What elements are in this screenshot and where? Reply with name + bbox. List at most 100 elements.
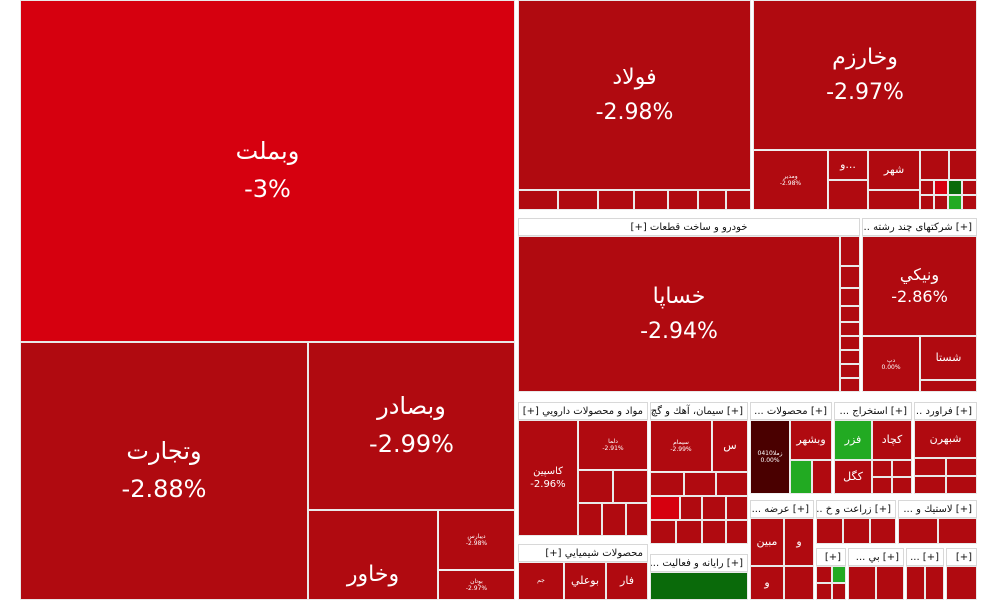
- fin-small-cell[interactable]: [828, 180, 868, 210]
- tile-kchad[interactable]: كچاد: [872, 420, 912, 460]
- tile-vo2[interactable]: و: [784, 518, 814, 566]
- group-header-zeraat[interactable]: [+] زراعت و خ ...: [816, 500, 896, 518]
- auto-small-cell[interactable]: [840, 266, 860, 288]
- pharma-small-cell[interactable]: [626, 503, 648, 536]
- cement-small-cell[interactable]: [716, 472, 748, 496]
- mining-small-cell[interactable]: [892, 460, 912, 477]
- auto-small-cell[interactable]: [840, 236, 860, 266]
- fin-small-cell[interactable]: [962, 195, 977, 210]
- cement-small-cell[interactable]: [680, 496, 702, 520]
- mining-small-cell[interactable]: [872, 477, 892, 494]
- group-header-khodro[interactable]: خودرو و ساخت قطعات [+]: [518, 218, 860, 236]
- cement-small-cell[interactable]: [676, 520, 702, 544]
- tile-vamadir[interactable]: ومدير -2.98%: [753, 150, 828, 210]
- tile-khsapa[interactable]: خساپا -2.94%: [518, 236, 840, 392]
- group-header-faravard[interactable]: [+] فراورد ...: [914, 402, 977, 420]
- computer-tile[interactable]: [650, 572, 748, 600]
- tile-kaspian[interactable]: كاسپين -2.96%: [518, 420, 578, 536]
- tile-boali[interactable]: بوعلي: [564, 562, 606, 600]
- cement-small-cell[interactable]: [726, 520, 748, 544]
- tile-vkhavar[interactable]: وخاور: [308, 510, 438, 600]
- group-header-estekhraj[interactable]: [+] استخراج ...: [834, 402, 912, 420]
- fin-small-cell[interactable]: [949, 150, 977, 180]
- pharma-small-cell[interactable]: [613, 470, 648, 503]
- fin-small-cell[interactable]: [920, 195, 934, 210]
- group-s1-cell[interactable]: [816, 566, 832, 583]
- group-header-shimiaei[interactable]: محصولات شيميايي [+]: [518, 544, 648, 562]
- tile-kgol[interactable]: كگل: [834, 460, 872, 494]
- group-header-rayaneh[interactable]: [+] رايانه و فعاليت ...: [650, 554, 748, 572]
- group-header-siman[interactable]: [+] سيمان، آهك و گچ ...: [650, 402, 748, 420]
- tile-simam[interactable]: سيمام -2.99%: [650, 420, 712, 472]
- group-s3-cell[interactable]: [906, 566, 925, 600]
- tile-mobin[interactable]: مبين: [750, 518, 784, 566]
- fin-small-cell[interactable]: [934, 195, 948, 210]
- metal-small-cell[interactable]: [726, 190, 751, 210]
- group-s1-cell[interactable]: [816, 583, 832, 600]
- mining-small-cell[interactable]: [872, 460, 892, 477]
- cement-small-cell[interactable]: [702, 520, 726, 544]
- pharma-small-cell[interactable]: [602, 503, 626, 536]
- tile-dibar[interactable]: دپ 0.00%: [862, 336, 920, 392]
- metal-small-cell[interactable]: [598, 190, 634, 210]
- refine-small-cell[interactable]: [914, 458, 946, 476]
- multi-small-cell[interactable]: [920, 380, 977, 392]
- agri-small-cell[interactable]: [843, 518, 870, 544]
- cement-small-cell[interactable]: [684, 472, 716, 496]
- group-header-s2[interactable]: [+] بي ...: [848, 548, 904, 566]
- tire-small-cell[interactable]: [938, 518, 977, 544]
- tile-shabandar[interactable]: شبهرن: [914, 420, 977, 458]
- group-s3-cell[interactable]: [925, 566, 944, 600]
- agri-small-cell[interactable]: [816, 518, 843, 544]
- metal-small-cell[interactable]: [634, 190, 668, 210]
- group-header-s1[interactable]: [+]: [816, 548, 846, 566]
- pharma-small-cell[interactable]: [578, 503, 602, 536]
- group-header-mahsulat[interactable]: [+] محصولات ...: [750, 402, 832, 420]
- tile-shahr[interactable]: شهر: [868, 150, 920, 190]
- group-s2-cell[interactable]: [848, 566, 876, 600]
- auto-small-cell[interactable]: [840, 306, 860, 322]
- pharma-small-cell[interactable]: [578, 470, 613, 503]
- tile-vo3[interactable]: و: [750, 566, 784, 600]
- tile-butan[interactable]: بوتان -2.97%: [438, 570, 515, 600]
- group-s1-cell[interactable]: [832, 583, 846, 600]
- fin-small-cell[interactable]: [948, 195, 962, 210]
- cement-small-cell[interactable]: [702, 496, 726, 520]
- refine-small-cell[interactable]: [946, 458, 977, 476]
- group-s4-cell[interactable]: [946, 566, 977, 600]
- auto-small-cell[interactable]: [840, 364, 860, 378]
- group-header-arzeh[interactable]: [+] عرضه ...: [750, 500, 814, 518]
- tile-vabmellat[interactable]: وبملت -3%: [20, 0, 515, 342]
- supply-small-cell[interactable]: [784, 566, 814, 600]
- tile-vkharazm[interactable]: وخارزم -2.97%: [753, 0, 977, 150]
- tile-sa[interactable]: س: [712, 420, 748, 472]
- metal-small-cell[interactable]: [698, 190, 726, 210]
- prod-small-cell[interactable]: [790, 460, 812, 494]
- tile-vo1[interactable]: و...: [828, 150, 868, 180]
- group-header-s3[interactable]: [+] ...: [906, 548, 944, 566]
- fin-small-cell[interactable]: [962, 180, 977, 195]
- tile-foolad[interactable]: فولاد -2.98%: [518, 0, 751, 190]
- tile-vtejarat[interactable]: وتجارت -2.88%: [20, 342, 308, 600]
- refine-small-cell[interactable]: [946, 476, 977, 494]
- tile-vniki[interactable]: ونيكي -2.86%: [862, 236, 977, 336]
- tile-zmmm[interactable]: زملا0410 0.00%: [750, 420, 790, 494]
- cement-small-cell[interactable]: [650, 520, 676, 544]
- fin-small-cell[interactable]: [934, 180, 948, 195]
- fin-small-cell[interactable]: [948, 180, 962, 195]
- tire-small-cell[interactable]: [898, 518, 938, 544]
- mining-small-cell[interactable]: [892, 477, 912, 494]
- tile-vbsader[interactable]: وبصادر -2.99%: [308, 342, 515, 510]
- tile-jam[interactable]: جم: [518, 562, 564, 600]
- tile-far[interactable]: فار: [606, 562, 648, 600]
- group-s1-cell[interactable]: [832, 566, 846, 583]
- tile-vbshahr[interactable]: وبشهر: [790, 420, 832, 460]
- agri-small-cell[interactable]: [870, 518, 896, 544]
- cement-small-cell[interactable]: [650, 472, 684, 496]
- metal-small-cell[interactable]: [668, 190, 698, 210]
- metal-small-cell[interactable]: [518, 190, 558, 210]
- auto-small-cell[interactable]: [840, 288, 860, 306]
- group-s2-cell[interactable]: [876, 566, 904, 600]
- tile-dibaris[interactable]: ديبارس -2.98%: [438, 510, 515, 570]
- tile-dalama[interactable]: دلما -2.91%: [578, 420, 648, 470]
